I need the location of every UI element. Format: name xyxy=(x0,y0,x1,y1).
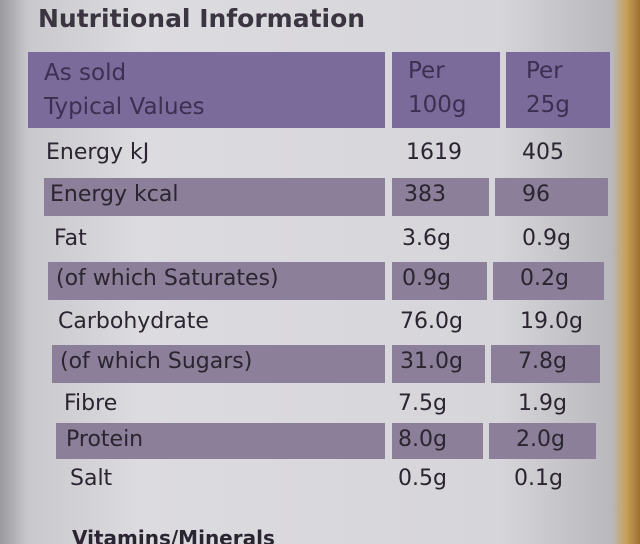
row-shade xyxy=(392,178,489,216)
row-value: 8.0g xyxy=(398,427,447,452)
row-label: Fat xyxy=(54,226,87,251)
row-value: 19.0g xyxy=(520,309,583,334)
row-label: Energy kcal xyxy=(50,182,179,207)
header-line: As sold xyxy=(44,60,127,86)
header-line: Per xyxy=(408,58,445,84)
row-value: 1619 xyxy=(406,140,462,165)
row-value: 3.6g xyxy=(402,226,451,251)
row-shade xyxy=(56,423,385,459)
header-line: 25g xyxy=(526,92,570,118)
row-value: 96 xyxy=(522,182,550,207)
row-value: 1.9g xyxy=(518,391,567,416)
row-label: (of which Sugars) xyxy=(60,349,253,374)
row-label: (of which Saturates) xyxy=(56,266,279,291)
row-shade xyxy=(52,345,385,383)
row-value: 7.8g xyxy=(518,349,567,374)
section-heading: Vitamins/Minerals xyxy=(72,526,275,544)
row-label: Carbohydrate xyxy=(58,309,209,334)
row-value: 7.5g xyxy=(398,391,447,416)
header-cell xyxy=(28,52,385,128)
row-shade xyxy=(392,345,485,383)
row-shade xyxy=(44,178,385,216)
header-line: 100g xyxy=(408,92,467,118)
row-value: 0.9g xyxy=(402,266,451,291)
row-value: 405 xyxy=(522,140,564,165)
row-value: 0.9g xyxy=(522,226,571,251)
header-cell xyxy=(506,52,610,128)
row-shade xyxy=(48,262,385,300)
row-value: 31.0g xyxy=(400,349,463,374)
row-shade xyxy=(495,178,608,216)
header-line: Per xyxy=(526,58,563,84)
row-value: 383 xyxy=(404,182,446,207)
row-value: 0.2g xyxy=(520,266,569,291)
row-value: 0.5g xyxy=(398,466,447,491)
row-value: 0.1g xyxy=(514,466,563,491)
row-value: 2.0g xyxy=(516,427,565,452)
row-shade xyxy=(392,423,483,459)
row-value: 76.0g xyxy=(400,309,463,334)
row-shade xyxy=(489,423,596,459)
row-shade xyxy=(392,262,487,300)
row-label: Protein xyxy=(66,427,144,452)
row-label: Salt xyxy=(70,466,113,491)
row-shade xyxy=(491,345,600,383)
row-label: Fibre xyxy=(64,391,118,416)
title: Nutritional Information xyxy=(38,4,366,33)
row-label: Energy kJ xyxy=(46,140,150,165)
header-cell xyxy=(392,52,500,128)
row-shade xyxy=(493,262,604,300)
header-line: Typical Values xyxy=(44,94,205,120)
